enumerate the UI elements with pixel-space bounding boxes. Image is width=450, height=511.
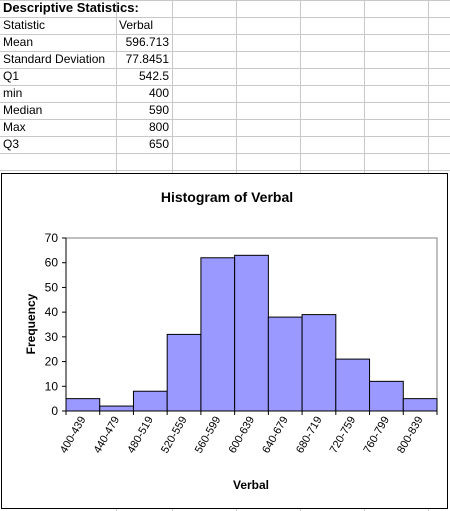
row-label-cell[interactable]: Median: [3, 103, 43, 117]
grid-line: [0, 34, 450, 35]
histogram-svg: 0 10 20 30 40 50 60 70 400-439 440-479 480-519 520…: [24, 189, 438, 492]
row-label-cell[interactable]: min: [3, 86, 23, 100]
grid-line: [0, 85, 450, 86]
y-tick-label: 0: [51, 404, 58, 418]
x-tick-label: 800-839: [395, 415, 426, 456]
y-tick-label: 70: [45, 231, 59, 245]
grid-line: [0, 153, 450, 154]
x-tick-label: 440-479: [92, 415, 123, 456]
header-label-cell[interactable]: Statistic: [3, 18, 46, 32]
header-value-cell[interactable]: Verbal: [119, 18, 154, 32]
histogram-bar: [234, 254, 269, 412]
bars-group: [65, 254, 438, 412]
x-tick-label: 720-759: [328, 415, 359, 456]
histogram-bar: [65, 398, 101, 412]
row-value-cell[interactable]: 650: [148, 137, 169, 151]
y-tick-label: 40: [45, 305, 59, 319]
histogram-bar: [335, 358, 371, 412]
row-label-cell[interactable]: Max: [3, 120, 26, 134]
x-tick-label: 480-519: [125, 415, 156, 456]
row-label-cell[interactable]: Standard Deviation: [3, 52, 106, 66]
x-tick-label: 680-719: [294, 415, 325, 456]
histogram-bar: [369, 380, 404, 412]
histogram-bar: [200, 257, 236, 412]
x-tick-label: 600-639: [227, 415, 258, 456]
grid-line: [0, 102, 450, 103]
histogram-bar: [402, 398, 438, 412]
row-value-cell[interactable]: 542.5: [138, 69, 169, 83]
stats-title-cell[interactable]: Descriptive Statistics:: [3, 0, 139, 15]
histogram-chart[interactable]: 0 10 20 30 40 50 60 70 400-439 440-479 480-519 520…: [1, 173, 448, 509]
y-axis-ticks: 0 10 20 30 40 50 60 70: [45, 231, 66, 418]
row-label-cell[interactable]: Q1: [3, 69, 20, 83]
row-value-cell[interactable]: 596.713: [125, 35, 169, 49]
grid-line: [0, 170, 450, 171]
x-tick-label: 400-439: [58, 415, 89, 456]
y-tick-label: 60: [45, 256, 59, 270]
histogram-bar: [301, 314, 337, 412]
y-tick-label: 20: [45, 355, 59, 369]
row-value-cell[interactable]: 77.8451: [125, 52, 169, 66]
y-tick-label: 50: [45, 280, 59, 294]
grid-line: [0, 119, 450, 120]
x-tick-label: 560-599: [193, 415, 224, 456]
x-axis-ticks: 400-439 440-479 480-519 520-559 560-599 600-6…: [58, 411, 438, 456]
histogram-bar: [166, 333, 202, 412]
grid-line: [0, 68, 450, 69]
y-tick-label: 10: [45, 379, 59, 393]
x-tick-label: 760-799: [361, 415, 392, 456]
histogram-bar: [132, 390, 168, 412]
histogram-bar: [99, 405, 134, 412]
x-tick-label: 640-679: [260, 415, 291, 456]
row-label-cell[interactable]: Q3: [3, 137, 20, 151]
row-value-cell[interactable]: 800: [148, 120, 169, 134]
x-axis-label: Verbal: [233, 478, 269, 492]
chart-title: Histogram of Verbal: [161, 189, 293, 205]
grid-line: [0, 51, 450, 52]
row-value-cell[interactable]: 400: [148, 86, 169, 100]
x-tick-label: 520-559: [159, 415, 190, 456]
grid-line: [0, 0, 450, 1]
y-tick-label: 30: [45, 330, 59, 344]
row-label-cell[interactable]: Mean: [3, 35, 34, 49]
histogram-bar: [267, 316, 303, 412]
y-axis-label: Frequency: [24, 293, 38, 354]
row-value-cell[interactable]: 590: [148, 103, 169, 117]
grid-line: [0, 17, 450, 18]
grid-line: [0, 136, 450, 137]
